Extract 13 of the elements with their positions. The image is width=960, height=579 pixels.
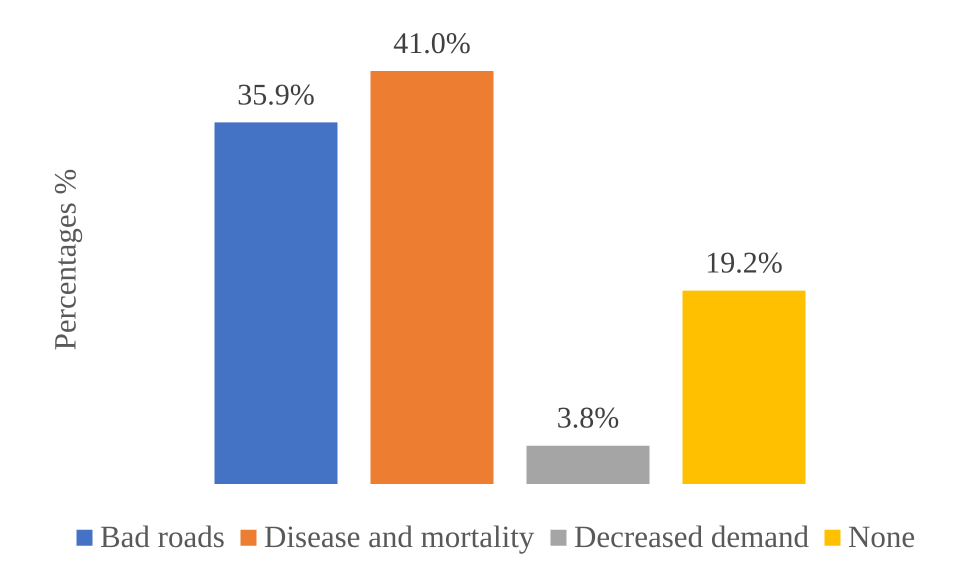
bar — [214, 122, 338, 484]
bar — [682, 290, 806, 484]
legend-label: None — [848, 518, 916, 554]
data-label: 35.9% — [237, 78, 315, 112]
bar — [526, 446, 650, 484]
bar — [370, 71, 494, 484]
legend-label: Disease and mortality — [264, 518, 535, 554]
data-label: 19.2% — [705, 246, 783, 280]
y-axis-title: Percentages % — [48, 168, 82, 350]
legend-label: Decreased demand — [574, 518, 810, 554]
legend-label: Bad roads — [100, 518, 225, 554]
data-label: 41.0% — [393, 27, 471, 60]
data-label: 3.8% — [556, 402, 620, 435]
